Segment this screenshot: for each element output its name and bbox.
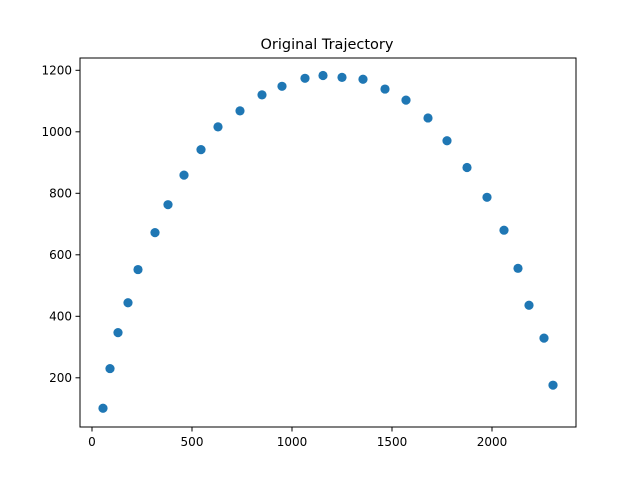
data-point bbox=[123, 298, 133, 308]
data-point bbox=[442, 136, 452, 146]
y-tick-label: 400 bbox=[49, 310, 72, 324]
y-tick-label: 1000 bbox=[41, 125, 72, 139]
data-point bbox=[179, 170, 189, 180]
y-tick-label: 600 bbox=[49, 248, 72, 262]
data-point bbox=[235, 106, 245, 116]
data-point bbox=[150, 228, 160, 238]
x-tick-label: 0 bbox=[88, 435, 96, 449]
data-point bbox=[318, 70, 328, 81]
data-point bbox=[196, 145, 206, 155]
data-point bbox=[548, 380, 558, 390]
data-point bbox=[163, 200, 173, 210]
y-tick-label: 200 bbox=[49, 371, 72, 385]
y-tick-label: 1200 bbox=[41, 64, 72, 78]
chart-title: Original Trajectory bbox=[261, 37, 394, 53]
data-point bbox=[462, 162, 472, 173]
data-point bbox=[337, 72, 347, 82]
plot-area: 0 500 1000 1500 2000 200 400 600 800 1000 1200 bbox=[41, 57, 577, 449]
x-tick-label: 500 bbox=[181, 435, 204, 449]
data-point bbox=[358, 74, 368, 84]
data-point bbox=[113, 328, 123, 338]
data-point bbox=[539, 333, 549, 343]
data-point bbox=[257, 90, 267, 100]
data-point bbox=[300, 73, 310, 83]
data-point bbox=[380, 84, 390, 94]
data-point bbox=[513, 263, 523, 273]
x-tick-label: 1000 bbox=[277, 435, 308, 449]
data-point bbox=[423, 113, 433, 123]
axes-frame bbox=[79, 57, 577, 428]
x-tick-label: 2000 bbox=[477, 435, 508, 449]
data-point bbox=[277, 81, 287, 91]
data-point bbox=[105, 363, 115, 374]
data-point bbox=[133, 264, 143, 275]
data-point bbox=[98, 403, 108, 413]
data-point bbox=[213, 122, 223, 132]
data-point bbox=[499, 225, 509, 235]
y-tick-label: 800 bbox=[49, 187, 72, 201]
data-point bbox=[524, 300, 534, 310]
data-point bbox=[482, 192, 492, 202]
data-point bbox=[401, 95, 411, 105]
x-tick-label: 1500 bbox=[377, 435, 408, 449]
